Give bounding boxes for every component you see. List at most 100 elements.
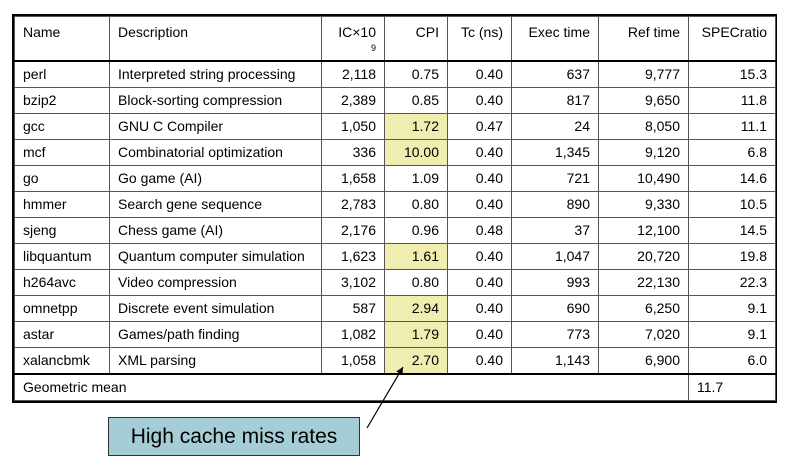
- cell-name: perl: [14, 60, 110, 88]
- cell-description: Go game (AI): [109, 164, 322, 192]
- cell-ic: 2,389: [321, 86, 385, 114]
- cell-tc: 0.40: [447, 346, 512, 374]
- cell-exec: 1,143: [511, 346, 599, 374]
- cell-tc: 0.40: [447, 60, 512, 88]
- cell-name: sjeng: [14, 216, 110, 244]
- cell-ref: 22,130: [598, 268, 689, 296]
- cell-name: libquantum: [14, 242, 110, 270]
- table-row: omnetpp Discrete event simulation 587 2.94 0…: [14, 294, 776, 322]
- cell-ref: 9,650: [598, 86, 689, 114]
- cell-spec: 6.8: [688, 138, 776, 166]
- cell-ic: 2,176: [321, 216, 385, 244]
- geometric-mean-value: 11.7: [688, 372, 776, 401]
- table-row: libquantum Quantum computer simulation 1,6…: [14, 242, 776, 270]
- header-ic-exponent: 9: [370, 43, 376, 53]
- cell-name: hmmer: [14, 190, 110, 218]
- cell-spec: 9.1: [688, 294, 776, 322]
- cell-ic: 1,050: [321, 112, 385, 140]
- table-row: bzip2 Block-sorting compression 2,389 0.85 0…: [14, 86, 776, 114]
- cell-ic: 1,658: [321, 164, 385, 192]
- cell-name: mcf: [14, 138, 110, 166]
- cell-ref: 6,900: [598, 346, 689, 374]
- cell-ic: 2,783: [321, 190, 385, 218]
- cell-spec: 9.1: [688, 320, 776, 348]
- cell-tc: 0.40: [447, 164, 512, 192]
- geometric-mean-label: Geometric mean: [14, 372, 689, 401]
- table-row: go Go game (AI) 1,658 1.09 0.40 721 10,490 14.6: [14, 164, 776, 192]
- cell-description: GNU C Compiler: [109, 112, 322, 140]
- cell-spec: 19.8: [688, 242, 776, 270]
- cell-exec: 1,345: [511, 138, 599, 166]
- table-row: sjeng Chess game (AI) 2,176 0.96 0.48 37 12,10…: [14, 216, 776, 244]
- cell-tc: 0.47: [447, 112, 512, 140]
- cell-ref: 8,050: [598, 112, 689, 140]
- cell-name: omnetpp: [14, 294, 110, 322]
- cell-exec: 690: [511, 294, 599, 322]
- table-row: gcc GNU C Compiler 1,050 1.72 0.47 24 8,050 11.…: [14, 112, 776, 140]
- table-row: h264avc Video compression 3,102 0.80 0.40 993…: [14, 268, 776, 296]
- cell-exec: 24: [511, 112, 599, 140]
- header-ic-label: IC×10: [338, 24, 376, 40]
- cell-cpi: 10.00: [384, 138, 448, 166]
- cell-description: Games/path finding: [109, 320, 322, 348]
- cell-tc: 0.40: [447, 242, 512, 270]
- table-row: astar Games/path finding 1,082 1.79 0.40 773 7…: [14, 320, 776, 348]
- cell-name: h264avc: [14, 268, 110, 296]
- header-cpi: CPI: [384, 16, 448, 62]
- cell-spec: 14.5: [688, 216, 776, 244]
- cell-ref: 10,490: [598, 164, 689, 192]
- table-row: perl Interpreted string processing 2,118 0.…: [14, 60, 776, 88]
- cell-ic: 1,082: [321, 320, 385, 348]
- header-exec-time: Exec time: [511, 16, 599, 62]
- table-row: mcf Combinatorial optimization 336 10.00 0.4…: [14, 138, 776, 166]
- cell-exec: 817: [511, 86, 599, 114]
- cell-spec: 15.3: [688, 60, 776, 88]
- cell-cpi: 2.70: [384, 346, 448, 374]
- cell-ref: 9,330: [598, 190, 689, 218]
- cell-cpi: 0.80: [384, 268, 448, 296]
- geometric-mean-row: Geometric mean 11.7: [14, 372, 776, 401]
- cell-description: Combinatorial optimization: [109, 138, 322, 166]
- cell-description: Block-sorting compression: [109, 86, 322, 114]
- cell-description: Discrete event simulation: [109, 294, 322, 322]
- table-row: xalancbmk XML parsing 1,058 2.70 0.40 1,143 6,…: [14, 346, 776, 374]
- cache-miss-callout: High cache miss rates: [108, 417, 360, 456]
- cell-tc: 0.40: [447, 294, 512, 322]
- cell-cpi: 0.96: [384, 216, 448, 244]
- cell-exec: 721: [511, 164, 599, 192]
- cell-ic: 1,058: [321, 346, 385, 374]
- header-tc: Tc (ns): [447, 16, 512, 62]
- cell-ic: 336: [321, 138, 385, 166]
- cell-spec: 14.6: [688, 164, 776, 192]
- cell-ref: 20,720: [598, 242, 689, 270]
- header-ic: IC×10 9: [321, 16, 385, 62]
- spec-benchmark-table: Name Description IC×10 9 CPI Tc (ns) Exec…: [12, 14, 777, 403]
- cell-exec: 637: [511, 60, 599, 88]
- cell-exec: 37: [511, 216, 599, 244]
- cell-cpi: 0.80: [384, 190, 448, 218]
- table-header-row: Name Description IC×10 9 CPI Tc (ns) Exec…: [14, 16, 776, 62]
- cell-description: Search gene sequence: [109, 190, 322, 218]
- cell-tc: 0.40: [447, 86, 512, 114]
- cell-spec: 11.1: [688, 112, 776, 140]
- cell-description: Video compression: [109, 268, 322, 296]
- cell-tc: 0.40: [447, 320, 512, 348]
- header-name: Name: [14, 16, 110, 62]
- cell-name: bzip2: [14, 86, 110, 114]
- cell-ref: 12,100: [598, 216, 689, 244]
- cell-exec: 1,047: [511, 242, 599, 270]
- cell-name: astar: [14, 320, 110, 348]
- cell-spec: 11.8: [688, 86, 776, 114]
- cell-ic: 1,623: [321, 242, 385, 270]
- cell-description: Quantum computer simulation: [109, 242, 322, 270]
- cell-ic: 587: [321, 294, 385, 322]
- cell-ref: 6,250: [598, 294, 689, 322]
- cell-ic: 3,102: [321, 268, 385, 296]
- cell-cpi: 1.09: [384, 164, 448, 192]
- cell-exec: 773: [511, 320, 599, 348]
- header-specratio: SPECratio: [688, 16, 776, 62]
- cell-ic: 2,118: [321, 60, 385, 88]
- cell-description: Chess game (AI): [109, 216, 322, 244]
- cell-tc: 0.40: [447, 268, 512, 296]
- cell-ref: 9,120: [598, 138, 689, 166]
